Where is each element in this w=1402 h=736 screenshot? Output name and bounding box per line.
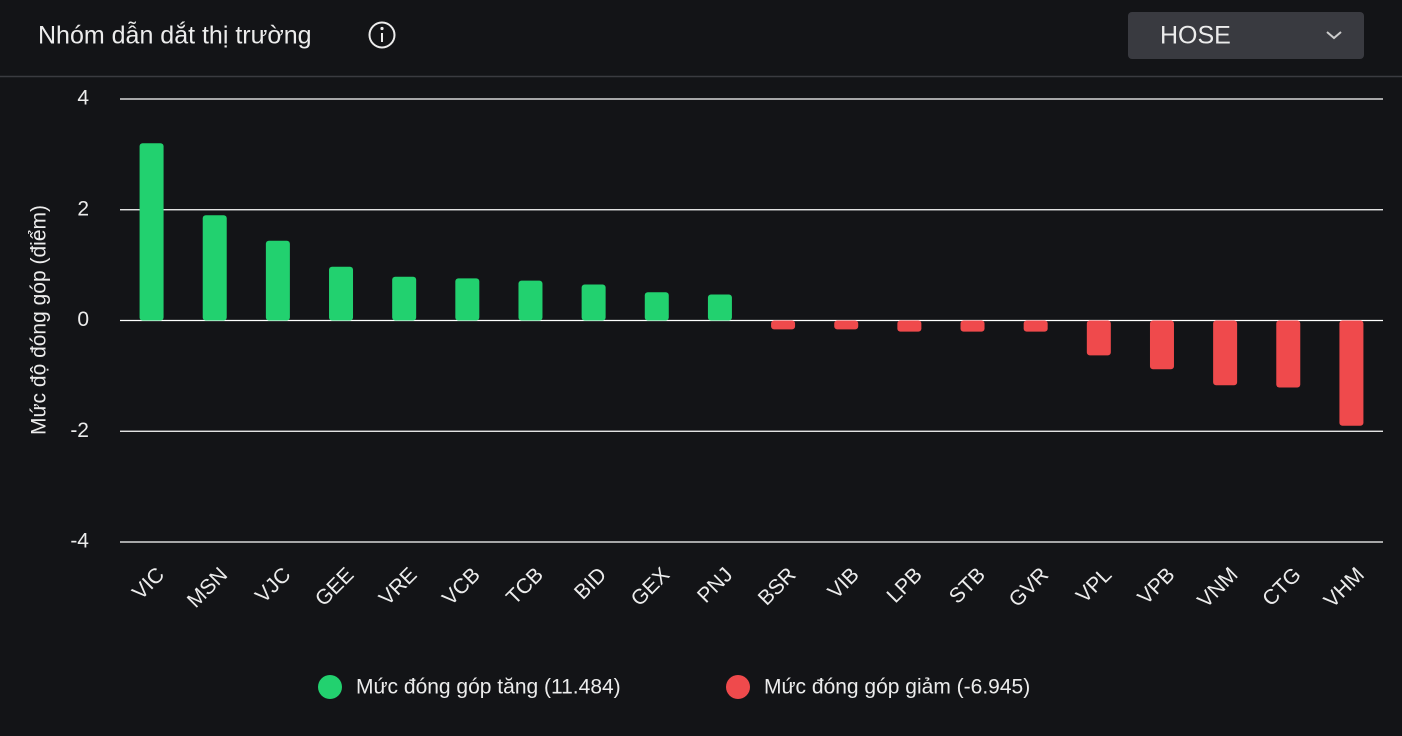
panel-title: Nhóm dẫn dắt thị trường [38,21,312,50]
legend-marker [318,675,342,699]
bar [1023,320,1048,332]
info-icon[interactable] [368,21,396,49]
y-tick-label: 0 [77,308,89,331]
legend-marker [726,675,750,699]
dropdown-value: HOSE [1160,22,1231,50]
bar [392,276,417,321]
y-tick-label: -4 [70,530,89,553]
legend-label: Mức đóng góp tăng (11.484) [356,676,621,699]
y-tick-label: 2 [77,197,89,220]
y-axis-label: Mức độ đóng góp (điểm) [28,205,51,435]
bar [455,278,480,321]
bar [1149,320,1174,370]
bar [1213,320,1238,386]
bar [1086,320,1111,356]
bar [1339,320,1364,426]
bar [897,320,922,332]
bar [265,240,290,321]
bar [202,215,227,321]
bar [960,320,985,332]
bar [644,292,669,321]
y-tick-label: -2 [70,419,89,442]
bar [518,280,543,321]
bar [1276,320,1301,388]
bar [707,294,732,321]
bar [139,143,164,321]
bar [771,320,796,330]
market-dropdown[interactable]: HOSE [1128,12,1364,59]
bar [581,284,606,321]
legend-label: Mức đóng góp giảm (-6.945) [764,676,1030,699]
bar [329,266,354,321]
y-tick-label: 4 [77,87,89,110]
bar [834,320,859,330]
legend: Mức đóng góp tăng (11.484) Mức đóng góp g… [318,675,1030,699]
